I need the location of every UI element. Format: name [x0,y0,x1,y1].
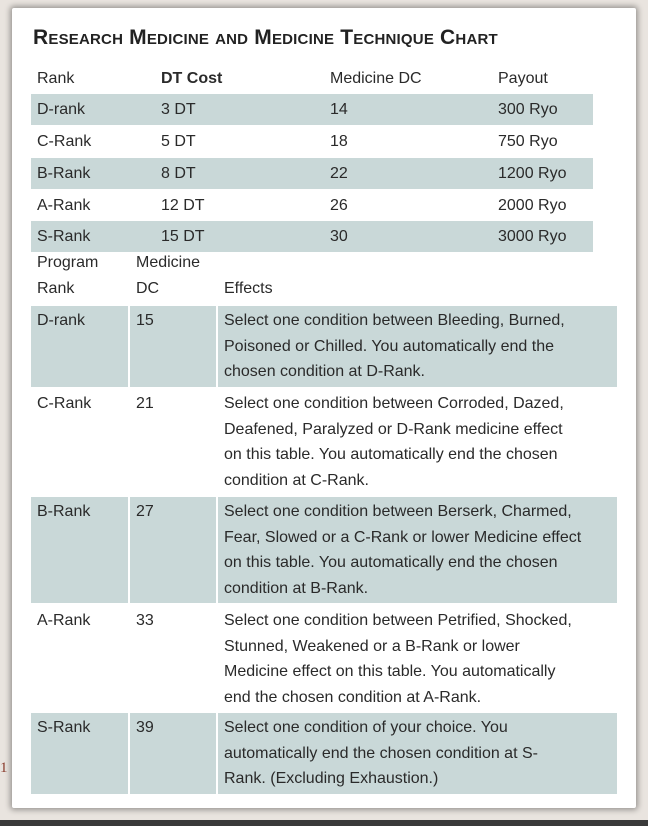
effect-line: condition at B-Rank. [224,579,369,597]
effect-line: Select one condition between Bleeding, B… [224,312,565,329]
cell-medicine-dc: 22 [330,165,348,182]
effects-table-header: Program Rank Medicine DC Effects [31,250,617,302]
header-medicine-dc-line1: Medicine [136,254,201,271]
header-medicine-dc: Medicine DC [330,70,422,87]
effect-line: Stunned, Weakened or a B-Rank or lower [224,637,520,655]
cell-rank: A-Rank [37,197,91,214]
cell-medicine-dc: 15 [136,312,154,329]
header-dt-cost: DT Cost [161,70,223,87]
cell-medicine-dc: 33 [136,612,154,629]
cell-dt-cost: 15 DT [161,228,205,245]
cell-program-rank: C-Rank [37,395,92,412]
header-medicine-dc-line2: DC [136,280,160,297]
chart-sidebar [12,8,636,808]
effect-line: Select one condition between Corroded, D… [224,395,564,412]
cell-rank: D-rank [37,101,86,118]
cell-payout: 300 Ryo [498,101,558,118]
cell-effect: Select one condition between Bleeding, B… [224,308,614,385]
cell-payout: 3000 Ryo [498,228,567,245]
cost-table: Rank DT Cost Medicine DC Payout D-rank 3… [31,63,593,252]
header-effects: Effects [224,280,273,297]
cell-medicine-dc: 27 [136,503,154,520]
effect-line: condition at C-Rank. [224,471,369,489]
cell-medicine-dc: 18 [330,133,348,150]
effect-line: Medicine effect on this table. You autom… [224,663,556,680]
table-row: A-Rank 33 Select one condition between P… [31,606,617,712]
effect-line: on this table. You automatically end the… [224,446,558,463]
effect-line: chosen condition at D-Rank. [224,363,425,380]
table-row: S-Rank 39 Select one condition of your c… [31,713,617,794]
cell-medicine-dc: 26 [330,197,348,214]
effect-line: Rank. (Excluding Exhaustion.) [224,770,439,787]
effect-line: Fear, Slowed or a C-Rank or lower Medici… [224,528,582,546]
cost-table-header: Rank DT Cost Medicine DC Payout [31,63,593,94]
effect-line: Select one condition between Berserk, Ch… [224,503,572,520]
cell-dt-cost: 5 DT [161,133,196,150]
cell-program-rank: D-rank [37,312,86,329]
cell-effect: Select one condition of your choice. You… [224,715,614,792]
table-row: D-rank 3 DT 14 300 Ryo [31,94,593,125]
header-rank: Rank [37,70,75,87]
cell-medicine-dc: 14 [330,101,348,118]
cell-effect: Select one condition between Petrified, … [224,608,614,710]
cell-program-rank: A-Rank [37,612,91,629]
table-row: B-Rank 27 Select one condition between B… [31,497,617,603]
cell-dt-cost: 12 DT [161,197,205,214]
effect-line: end the chosen condition at A-Rank. [224,688,482,706]
cell-dt-cost: 3 DT [161,101,196,118]
cell-rank: C-Rank [37,133,92,150]
effect-line: Deafened, Paralyzed or D-Rank medicine e… [224,420,563,438]
header-payout: Payout [498,70,548,87]
cell-medicine-dc: 21 [136,395,154,412]
table-row: A-Rank 12 DT 26 2000 Ryo [31,190,593,221]
cell-program-rank: B-Rank [37,503,91,520]
table-row: B-Rank 8 DT 22 1200 Ryo [31,158,593,189]
effect-line: Select one condition between Petrified, … [224,612,572,629]
cell-effect: Select one condition between Corroded, D… [224,391,614,493]
table-row: S-Rank 15 DT 30 3000 Ryo [31,221,593,252]
header-program-rank-line2: Rank [37,280,75,297]
cell-dt-cost: 8 DT [161,165,196,182]
cell-rank: S-Rank [37,228,91,245]
table-row: C-Rank 21 Select one condition between C… [31,389,617,495]
chart-title: Research Medicine and Medicine Technique… [33,26,498,49]
cell-medicine-dc: 30 [330,228,348,245]
cell-effect: Select one condition between Berserk, Ch… [224,499,614,601]
window-bottom-bar [0,820,648,826]
cell-payout: 2000 Ryo [498,197,567,214]
cell-program-rank: S-Rank [37,719,91,736]
cell-rank: B-Rank [37,165,91,182]
effect-line: automatically end the chosen condition a… [224,744,538,762]
effect-line: Poisoned or Chilled. You automatically e… [224,337,554,355]
effect-line: Select one condition of your choice. You [224,719,508,736]
page-number: 1 [0,760,8,776]
effects-table: Program Rank Medicine DC Effects D-rank … [31,250,617,796]
header-program-rank-line1: Program [37,254,99,271]
cell-medicine-dc: 39 [136,719,154,736]
table-row: D-rank 15 Select one condition between B… [31,306,617,387]
cell-payout: 750 Ryo [498,133,558,150]
cell-payout: 1200 Ryo [498,165,567,182]
table-row: C-Rank 5 DT 18 750 Ryo [31,126,593,157]
effect-line: on this table. You automatically end the… [224,554,558,571]
